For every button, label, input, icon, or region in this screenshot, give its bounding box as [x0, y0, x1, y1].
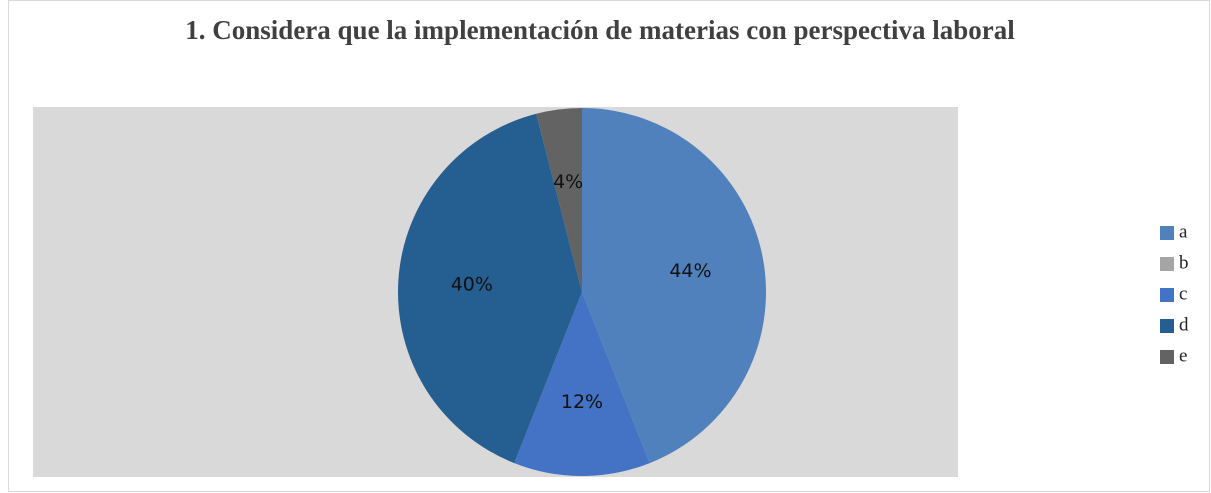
legend-swatch — [1160, 257, 1174, 271]
pie-slice — [582, 108, 767, 464]
legend-label: a — [1179, 221, 1188, 242]
pie-slice — [536, 108, 582, 292]
data-label: 12% — [561, 391, 603, 413]
legend-label: b — [1179, 252, 1189, 273]
legend-label: d — [1179, 314, 1189, 335]
data-label: 40% — [451, 274, 493, 296]
legend-swatch — [1160, 288, 1174, 302]
legend-swatch — [1160, 226, 1174, 240]
pie-slice — [397, 113, 582, 464]
legend-swatch — [1160, 350, 1174, 364]
data-label: 44% — [669, 260, 711, 282]
legend-label: e — [1179, 345, 1187, 366]
legend-label: c — [1179, 283, 1187, 304]
data-label: 4% — [553, 171, 583, 193]
pie-slice — [514, 292, 650, 476]
chart-title: 1. Considera que la implementación de ma… — [185, 15, 1015, 45]
legend-swatch — [1160, 319, 1174, 333]
